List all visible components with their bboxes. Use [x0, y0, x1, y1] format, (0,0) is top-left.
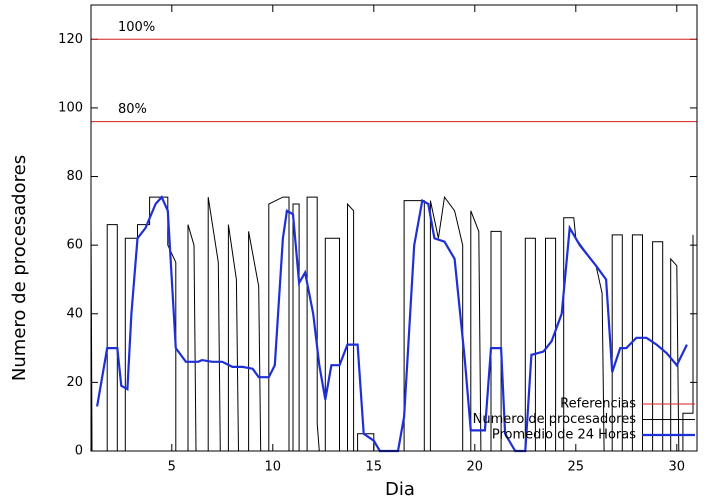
legend-label: Referencias — [560, 397, 636, 412]
plot-frame — [90, 4, 698, 452]
y-tick-label: 80 — [66, 169, 83, 184]
y-axis-title: Numero de procesadores — [9, 155, 30, 381]
x-tick-label: 15 — [366, 460, 383, 475]
x-tick-label: 10 — [265, 460, 282, 475]
x-tick-label: 5 — [168, 460, 176, 475]
reference-label: 100% — [118, 20, 155, 35]
x-axis-title: Dia — [385, 479, 415, 500]
series-line — [90, 195, 694, 452]
y-tick-label: 60 — [66, 238, 83, 253]
x-tick-label: 30 — [669, 460, 686, 475]
x-tick-label: 25 — [568, 460, 585, 475]
y-tick-label: 100 — [58, 100, 83, 115]
y-tick-label: 0 — [75, 444, 83, 459]
y-tick-label: 20 — [66, 375, 83, 390]
reference-label: 80% — [118, 102, 147, 117]
series-line — [96, 195, 688, 453]
y-tick-label: 40 — [66, 306, 83, 321]
y-tick-label: 120 — [58, 32, 83, 47]
x-tick-label: 20 — [467, 460, 484, 475]
legend-label: Numero de procesadores — [473, 412, 637, 427]
legend-label: Promedio de 24 Horas — [492, 428, 636, 443]
